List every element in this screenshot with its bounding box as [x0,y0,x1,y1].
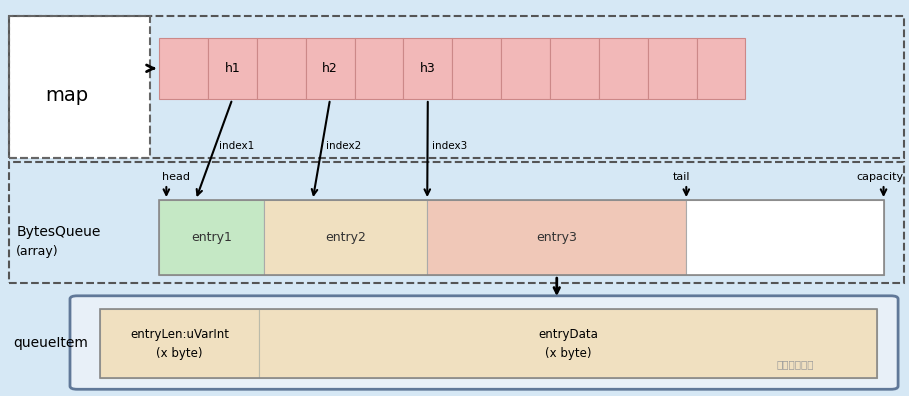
Bar [453,38,501,99]
Bar [305,38,355,99]
Bar [9,16,904,158]
Bar [100,309,259,378]
Text: index3: index3 [433,141,467,150]
Bar [159,200,884,275]
Text: 翔叔架构笔记: 翔叔架构笔记 [776,359,814,369]
Text: index1: index1 [218,141,254,150]
Bar [427,200,686,275]
Text: head: head [162,172,190,182]
Bar [9,16,150,158]
Bar [264,200,427,275]
Bar [686,200,884,275]
Bar [404,38,452,99]
Bar [259,309,877,378]
Text: entryLen:uVarInt
(x byte): entryLen:uVarInt (x byte) [130,327,229,360]
Text: entryData
(x byte): entryData (x byte) [538,327,598,360]
Text: tail: tail [673,172,690,182]
Bar [100,309,877,378]
Text: h3: h3 [420,62,435,75]
Text: capacity: capacity [856,172,904,182]
Text: map: map [45,86,88,105]
Bar [501,38,550,99]
Bar [599,38,647,99]
Text: queueItem: queueItem [14,335,88,350]
Text: h2: h2 [322,62,338,75]
Bar [355,38,404,99]
Bar [159,200,264,275]
Text: (array): (array) [16,245,59,258]
FancyBboxPatch shape [70,296,898,389]
Bar [696,38,745,99]
Bar [256,38,305,99]
Text: entry3: entry3 [536,231,577,244]
Text: BytesQueue: BytesQueue [16,225,101,239]
Bar [647,38,696,99]
Text: entry2: entry2 [325,231,365,244]
Bar [159,38,208,99]
Bar [9,16,150,158]
Text: index2: index2 [326,141,361,150]
Text: h1: h1 [225,62,240,75]
Bar [550,38,599,99]
Text: entry1: entry1 [191,231,232,244]
Bar [208,38,256,99]
Bar [9,162,904,283]
